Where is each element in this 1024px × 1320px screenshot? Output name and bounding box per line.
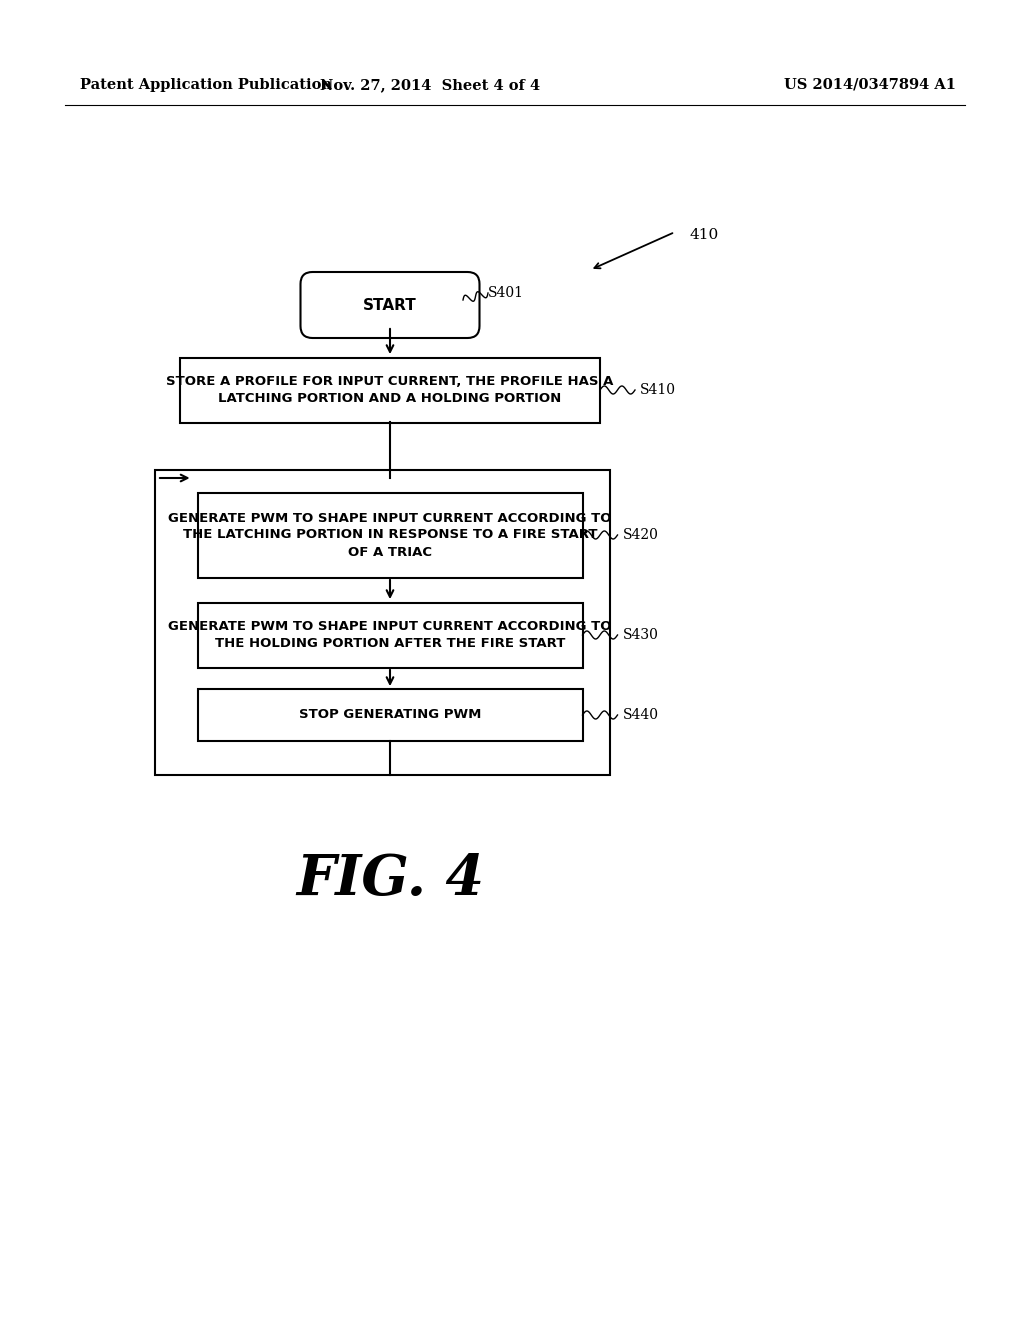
Text: 410: 410 bbox=[690, 228, 719, 242]
FancyBboxPatch shape bbox=[300, 272, 479, 338]
FancyBboxPatch shape bbox=[198, 689, 583, 741]
Text: GENERATE PWM TO SHAPE INPUT CURRENT ACCORDING TO
THE HOLDING PORTION AFTER THE F: GENERATE PWM TO SHAPE INPUT CURRENT ACCO… bbox=[168, 620, 611, 649]
FancyBboxPatch shape bbox=[180, 358, 600, 422]
Text: S401: S401 bbox=[488, 286, 524, 300]
FancyBboxPatch shape bbox=[198, 492, 583, 578]
Text: US 2014/0347894 A1: US 2014/0347894 A1 bbox=[784, 78, 956, 92]
Text: STORE A PROFILE FOR INPUT CURRENT, THE PROFILE HAS A
LATCHING PORTION AND A HOLD: STORE A PROFILE FOR INPUT CURRENT, THE P… bbox=[166, 375, 613, 405]
Text: S410: S410 bbox=[640, 383, 676, 397]
Text: GENERATE PWM TO SHAPE INPUT CURRENT ACCORDING TO
THE LATCHING PORTION IN RESPONS: GENERATE PWM TO SHAPE INPUT CURRENT ACCO… bbox=[168, 511, 611, 558]
Text: Patent Application Publication: Patent Application Publication bbox=[80, 78, 332, 92]
Text: STOP GENERATING PWM: STOP GENERATING PWM bbox=[299, 709, 481, 722]
Text: FIG. 4: FIG. 4 bbox=[296, 853, 484, 908]
FancyBboxPatch shape bbox=[198, 602, 583, 668]
Text: S440: S440 bbox=[623, 708, 658, 722]
Text: S430: S430 bbox=[623, 628, 658, 642]
Text: S420: S420 bbox=[623, 528, 658, 543]
Text: Nov. 27, 2014  Sheet 4 of 4: Nov. 27, 2014 Sheet 4 of 4 bbox=[319, 78, 540, 92]
Text: START: START bbox=[364, 297, 417, 313]
